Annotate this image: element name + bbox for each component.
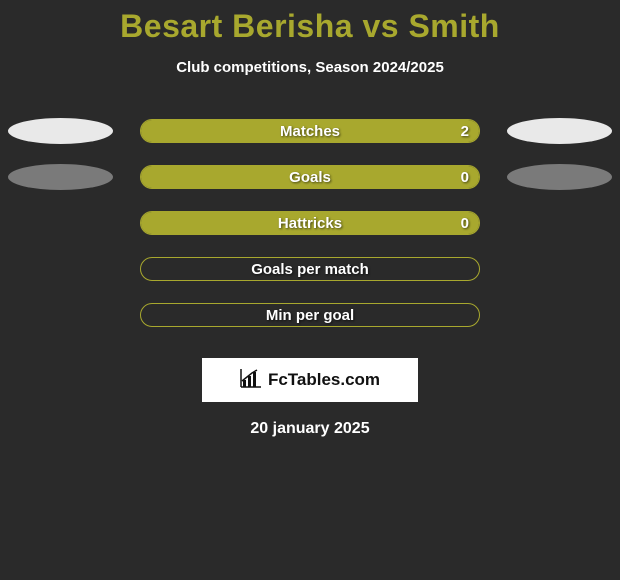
- page-title: Besart Berisha vs Smith: [0, 0, 620, 45]
- ellipse-right: [507, 118, 612, 144]
- stat-row: Goals0: [0, 154, 620, 200]
- brand-text: FcTables.com: [268, 370, 380, 390]
- bar-track: Goals per match: [140, 257, 480, 281]
- bar-track: Goals0: [140, 165, 480, 189]
- bar-track: Hattricks0: [140, 211, 480, 235]
- date-text: 20 january 2025: [0, 420, 620, 438]
- ellipse-left: [8, 164, 113, 190]
- page-subtitle: Club competitions, Season 2024/2025: [0, 59, 620, 76]
- ellipse-left: [8, 118, 113, 144]
- bar-label: Min per goal: [141, 304, 479, 326]
- stat-row: Min per goal: [0, 292, 620, 338]
- bar-right-fill: [141, 212, 479, 234]
- bar-track: Matches2: [140, 119, 480, 143]
- bar-label: Goals per match: [141, 258, 479, 280]
- ellipse-right: [507, 164, 612, 190]
- bar-right-fill: [141, 166, 479, 188]
- brand-box: FcTables.com: [202, 358, 418, 402]
- stat-row: Hattricks0: [0, 200, 620, 246]
- stat-row: Goals per match: [0, 246, 620, 292]
- bar-right-fill: [141, 120, 479, 142]
- stat-row: Matches2: [0, 108, 620, 154]
- stats-container: Matches2 Goals0 Hattricks0 Goals per match M…: [0, 108, 620, 338]
- chart-icon: [240, 368, 262, 393]
- bar-track: Min per goal: [140, 303, 480, 327]
